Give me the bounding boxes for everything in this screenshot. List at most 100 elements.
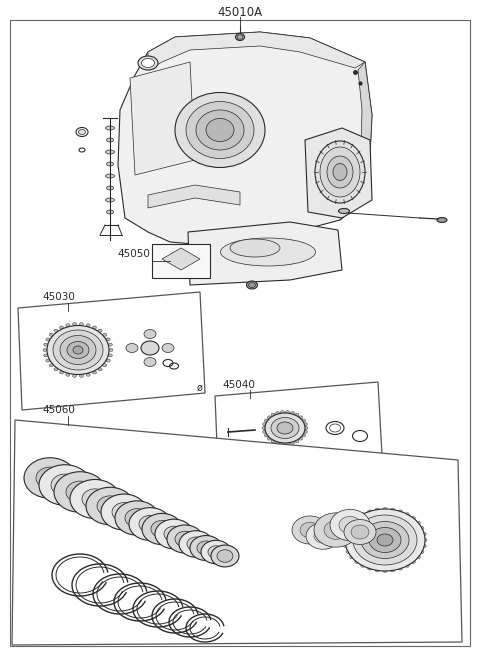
Ellipse shape: [60, 326, 63, 329]
Ellipse shape: [106, 359, 110, 362]
Ellipse shape: [187, 537, 205, 551]
Ellipse shape: [164, 526, 184, 542]
Ellipse shape: [314, 529, 332, 543]
Ellipse shape: [93, 371, 96, 374]
Ellipse shape: [416, 556, 420, 559]
Polygon shape: [148, 185, 240, 208]
Ellipse shape: [190, 535, 222, 560]
Ellipse shape: [375, 508, 379, 511]
Ellipse shape: [44, 343, 48, 346]
Ellipse shape: [107, 210, 113, 214]
Ellipse shape: [109, 348, 113, 352]
Ellipse shape: [398, 510, 402, 513]
Ellipse shape: [39, 464, 91, 505]
Ellipse shape: [217, 550, 233, 562]
Ellipse shape: [54, 368, 58, 371]
Ellipse shape: [79, 129, 85, 134]
Ellipse shape: [327, 156, 353, 188]
Ellipse shape: [391, 508, 395, 511]
Ellipse shape: [66, 324, 70, 327]
Ellipse shape: [422, 533, 426, 535]
Ellipse shape: [351, 525, 369, 539]
Ellipse shape: [416, 522, 420, 524]
Ellipse shape: [405, 564, 409, 567]
Ellipse shape: [126, 344, 138, 352]
Bar: [152, 244, 210, 278]
Ellipse shape: [86, 487, 134, 525]
Text: 45060: 45060: [42, 405, 75, 415]
Ellipse shape: [262, 426, 266, 430]
Ellipse shape: [179, 531, 213, 557]
Ellipse shape: [375, 569, 379, 572]
Ellipse shape: [108, 354, 112, 357]
Ellipse shape: [236, 33, 244, 41]
Ellipse shape: [286, 442, 289, 445]
Ellipse shape: [405, 513, 409, 516]
Ellipse shape: [314, 513, 358, 547]
Ellipse shape: [54, 472, 106, 512]
Ellipse shape: [333, 163, 347, 180]
Ellipse shape: [368, 510, 372, 513]
Ellipse shape: [411, 516, 415, 520]
Ellipse shape: [237, 35, 243, 39]
Ellipse shape: [306, 523, 340, 549]
Ellipse shape: [49, 333, 53, 337]
Ellipse shape: [208, 546, 224, 558]
Ellipse shape: [344, 520, 376, 544]
Ellipse shape: [70, 480, 120, 518]
Ellipse shape: [93, 326, 96, 329]
Ellipse shape: [107, 138, 113, 142]
Polygon shape: [305, 128, 372, 218]
Ellipse shape: [247, 281, 257, 289]
Ellipse shape: [267, 416, 271, 419]
Ellipse shape: [76, 127, 88, 136]
Ellipse shape: [265, 413, 305, 443]
Polygon shape: [215, 382, 382, 470]
Ellipse shape: [368, 567, 372, 570]
Ellipse shape: [97, 496, 123, 516]
Ellipse shape: [125, 508, 149, 527]
Ellipse shape: [344, 544, 348, 548]
Ellipse shape: [267, 437, 271, 440]
Ellipse shape: [66, 373, 70, 377]
Ellipse shape: [66, 481, 94, 503]
Text: 45050: 45050: [117, 249, 150, 259]
Ellipse shape: [151, 520, 173, 537]
Ellipse shape: [230, 239, 280, 257]
Ellipse shape: [346, 550, 350, 554]
Ellipse shape: [79, 148, 85, 152]
Ellipse shape: [346, 527, 350, 529]
Ellipse shape: [280, 411, 285, 414]
Ellipse shape: [106, 150, 115, 154]
Text: 45030: 45030: [42, 292, 75, 302]
Ellipse shape: [324, 521, 348, 539]
Ellipse shape: [72, 323, 76, 325]
Ellipse shape: [107, 162, 113, 166]
Ellipse shape: [86, 324, 90, 327]
Ellipse shape: [361, 564, 365, 567]
Polygon shape: [162, 248, 200, 270]
Ellipse shape: [108, 343, 112, 346]
Ellipse shape: [398, 567, 402, 570]
Ellipse shape: [422, 544, 426, 548]
Ellipse shape: [129, 508, 171, 541]
Ellipse shape: [344, 533, 348, 535]
Ellipse shape: [142, 58, 155, 68]
Ellipse shape: [220, 238, 315, 266]
Ellipse shape: [106, 338, 110, 341]
Ellipse shape: [53, 330, 103, 370]
Ellipse shape: [355, 560, 359, 564]
Ellipse shape: [211, 545, 239, 567]
Ellipse shape: [249, 283, 255, 287]
Ellipse shape: [315, 141, 365, 203]
Ellipse shape: [391, 569, 395, 572]
Ellipse shape: [295, 413, 299, 417]
Ellipse shape: [264, 419, 268, 422]
Ellipse shape: [423, 539, 427, 541]
Ellipse shape: [361, 522, 409, 558]
Polygon shape: [118, 32, 372, 245]
Ellipse shape: [80, 375, 84, 377]
Ellipse shape: [271, 417, 299, 438]
Ellipse shape: [115, 501, 159, 535]
Ellipse shape: [106, 198, 115, 202]
